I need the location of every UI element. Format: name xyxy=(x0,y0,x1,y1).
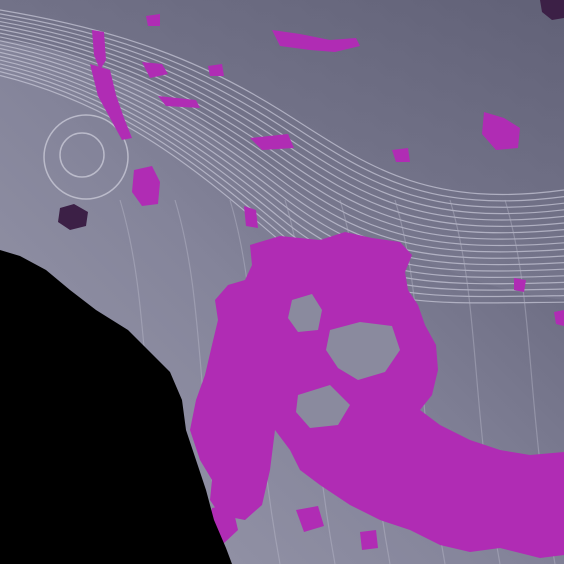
contour-line xyxy=(0,67,564,291)
magenta-hole-3 xyxy=(296,385,350,428)
magenta-strip-upper-2 xyxy=(90,64,132,140)
magenta-blob-top xyxy=(142,62,168,78)
magenta-dot-3 xyxy=(514,278,526,292)
crater-feature xyxy=(43,114,129,200)
water-body xyxy=(0,250,232,564)
magenta-strip-upper xyxy=(92,30,106,70)
contour-line xyxy=(0,71,564,298)
magenta-dot-1 xyxy=(392,148,410,162)
magenta-dot-2 xyxy=(244,206,258,228)
magenta-patch-lower-2 xyxy=(296,506,324,532)
dark-spot-left xyxy=(58,204,88,230)
magenta-blob-right xyxy=(482,112,520,150)
magenta-streak-mid xyxy=(158,96,200,108)
dark-purple-spots xyxy=(58,0,564,230)
magenta-dot-5 xyxy=(146,14,160,26)
magenta-patch-lower-3 xyxy=(360,530,378,550)
contour-line xyxy=(0,36,564,240)
magenta-region-main xyxy=(190,232,564,558)
magenta-blob-left xyxy=(132,166,160,206)
magenta-dot-6 xyxy=(208,64,224,76)
magenta-streak-right xyxy=(250,134,294,150)
dark-spot-corner xyxy=(540,0,564,20)
magenta-streak-top xyxy=(272,30,360,52)
magenta-overlay xyxy=(90,14,564,558)
magenta-hole-2 xyxy=(326,322,400,380)
magenta-dot-4 xyxy=(554,310,564,326)
magenta-hole-1 xyxy=(288,294,322,332)
